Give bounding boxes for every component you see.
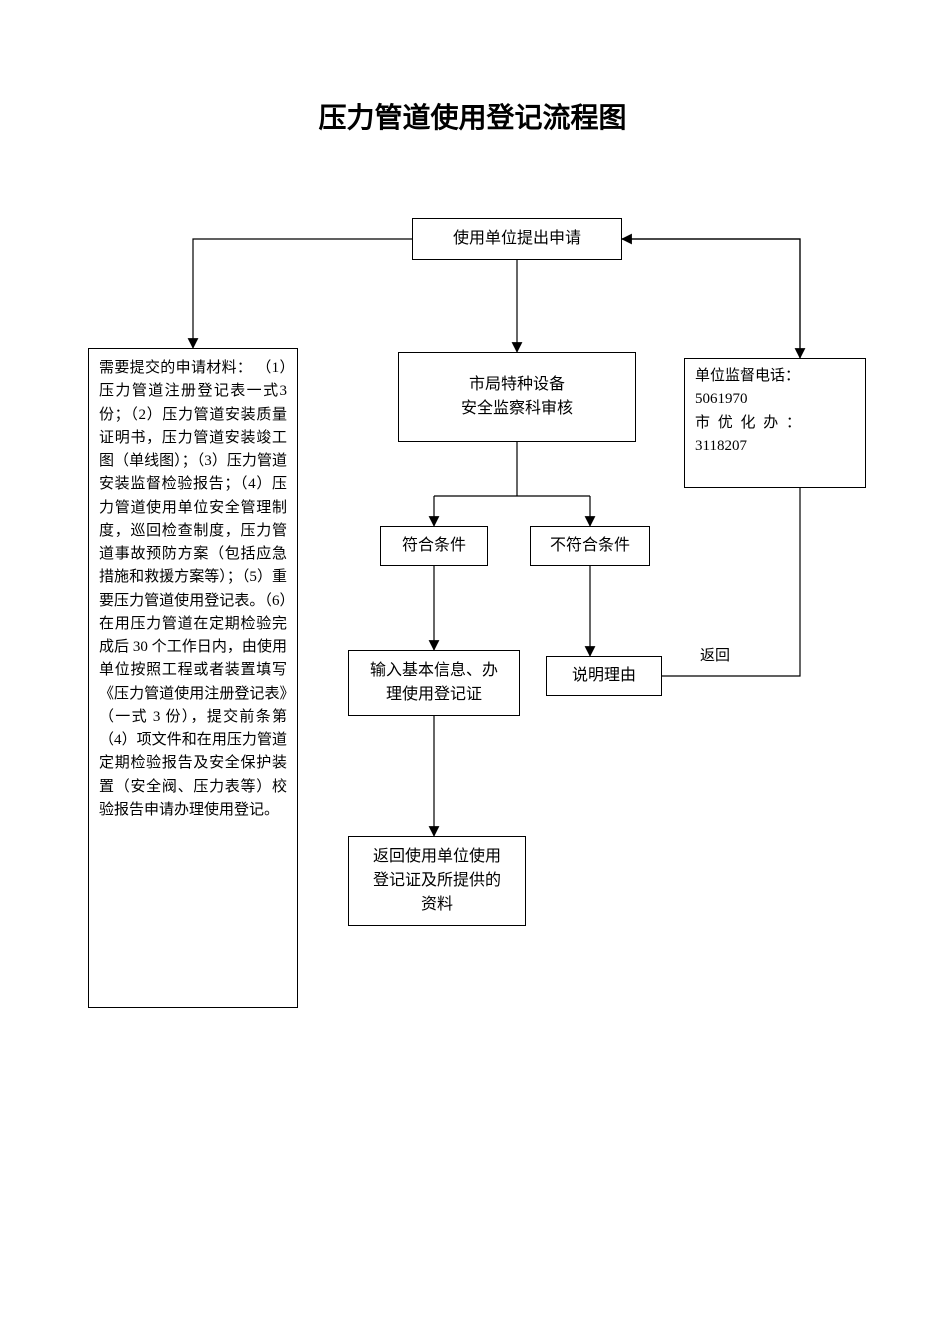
return-label: 返回 [700,644,730,665]
node-explain-text: 说明理由 [572,664,636,688]
node-pass: 符合条件 [380,526,488,566]
materials-body: （1）压力管道注册登记表一式3份；（2）压力管道安装质量证明书，压力管道安装竣工… [99,360,287,818]
node-review: 市局特种设备 安全监察科审核 [398,352,636,442]
page-title: 压力管道使用登记流程图 [0,96,945,136]
node-apply: 使用单位提出申请 [412,218,622,260]
node-explain: 说明理由 [546,656,662,696]
node-pass-text: 符合条件 [402,534,466,558]
contact-phone1: 5061970 [695,388,855,411]
node-fail: 不符合条件 [530,526,650,566]
materials-heading: 需要提交的申请材料： [99,360,252,376]
node-input: 输入基本信息、办 理使用登记证 [348,650,520,716]
node-fail-text: 不符合条件 [550,534,630,558]
contact-phone2: 3118207 [695,435,855,458]
node-return-cert: 返回使用单位使用 登记证及所提供的 资料 [348,836,526,926]
page: 压力管道使用登记流程图 使用单位提出申请 市局特种 [0,0,945,1337]
contact-box: 单位监督电话： 5061970 市 优 化 办 ： 3118207 [684,358,866,488]
node-review-text: 市局特种设备 安全监察科审核 [461,373,573,421]
node-input-text: 输入基本信息、办 理使用登记证 [370,659,498,707]
node-return-cert-text: 返回使用单位使用 登记证及所提供的 资料 [373,845,501,917]
contact-line2: 市 优 化 办 ： [695,412,855,435]
contact-line1: 单位监督电话： [695,365,855,388]
node-apply-text: 使用单位提出申请 [453,227,581,251]
materials-box: 需要提交的申请材料： （1）压力管道注册登记表一式3份；（2）压力管道安装质量证… [88,348,298,1008]
